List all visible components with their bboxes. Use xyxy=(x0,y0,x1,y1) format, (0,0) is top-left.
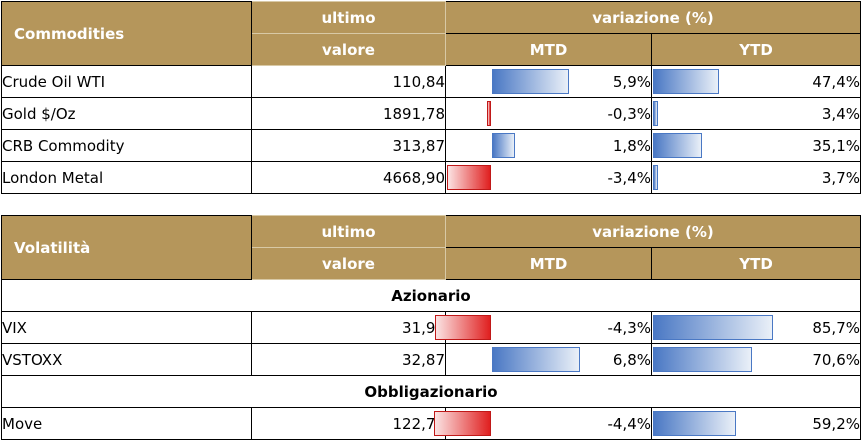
col-variazione: variazione (%) xyxy=(445,215,861,248)
mtd-bar xyxy=(446,165,491,190)
row-ytd: 59,2% xyxy=(651,407,861,440)
ytd-label: 70,6% xyxy=(812,350,860,369)
section-obbligazionario: Obbligazionario xyxy=(1,375,861,408)
row-name: Crude Oil WTI xyxy=(1,65,252,98)
table-row: Gold $/Oz 1891,78 -0,3% 3,4% xyxy=(1,97,861,130)
ytd-bar xyxy=(653,133,703,158)
mtd-bar xyxy=(492,347,581,372)
mtd-bar xyxy=(433,411,491,436)
col-variazione: variazione (%) xyxy=(445,1,861,34)
row-value: 1891,78 xyxy=(251,97,446,130)
ytd-label: 47,4% xyxy=(812,72,860,91)
ytd-bar xyxy=(653,69,720,94)
row-mtd: 6,8% xyxy=(445,343,652,376)
row-name: VSTOXX xyxy=(1,343,252,376)
row-mtd: -3,4% xyxy=(445,161,652,194)
row-name: VIX xyxy=(1,311,252,344)
row-name: Move xyxy=(1,407,252,440)
table-row: Crude Oil WTI 110,84 5,9% 47,4% xyxy=(1,65,861,98)
col-ytd: YTD xyxy=(651,33,861,66)
mtd-label: -3,4% xyxy=(607,168,651,187)
mtd-label: 6,8% xyxy=(612,350,651,369)
ytd-bar xyxy=(653,411,736,436)
col-mtd: MTD xyxy=(445,33,652,66)
row-name: Gold $/Oz xyxy=(1,97,252,130)
row-ytd: 70,6% xyxy=(651,343,861,376)
col-ultimo: ultimo xyxy=(251,215,446,248)
mtd-bar xyxy=(492,69,569,94)
row-ytd: 3,4% xyxy=(651,97,861,130)
row-ytd: 47,4% xyxy=(651,65,861,98)
mtd-bar xyxy=(487,101,491,126)
mtd-label: -0,3% xyxy=(607,104,651,123)
commodities-table: Commodities ultimo variazione (%) valore… xyxy=(1,1,861,194)
volatilita-title: Volatilità xyxy=(1,215,252,280)
ytd-label: 35,1% xyxy=(812,136,860,155)
row-mtd: -4,4% xyxy=(433,407,652,440)
ytd-label: 3,4% xyxy=(821,104,860,123)
table-row: CRB Commodity 313,87 1,8% 35,1% xyxy=(1,129,861,162)
row-mtd: 1,8% xyxy=(445,129,652,162)
commodities-title: Commodities xyxy=(1,1,252,66)
ytd-bar xyxy=(653,347,752,372)
section-row: Azionario xyxy=(1,279,861,312)
col-mtd: MTD xyxy=(445,247,652,280)
row-value: 32,87 xyxy=(251,343,446,376)
section-row: Obbligazionario xyxy=(1,375,861,408)
ytd-bar xyxy=(653,101,658,126)
ytd-label: 85,7% xyxy=(812,318,860,337)
row-mtd: -0,3% xyxy=(445,97,652,130)
row-ytd: 85,7% xyxy=(651,311,861,344)
table-row: London Metal 4668,90 -3,4% 3,7% xyxy=(1,161,861,194)
ytd-label: 3,7% xyxy=(821,168,860,187)
mtd-bar xyxy=(435,315,491,340)
row-value: 110,84 xyxy=(251,65,446,98)
table-row: Move 122,72 -4,4% 59,2% xyxy=(1,407,861,440)
section-azionario: Azionario xyxy=(1,279,861,312)
row-ytd: 35,1% xyxy=(651,129,861,162)
volatilita-table: Volatilità ultimo variazione (%) valore … xyxy=(1,215,861,440)
ytd-bar xyxy=(653,165,659,190)
col-ultimo: ultimo xyxy=(251,1,446,34)
mtd-bar xyxy=(492,133,516,158)
table-row: VSTOXX 32,87 6,8% 70,6% xyxy=(1,343,861,376)
row-mtd: 5,9% xyxy=(445,65,652,98)
row-value: 313,87 xyxy=(251,129,446,162)
row-name: London Metal xyxy=(1,161,252,194)
mtd-label: -4,3% xyxy=(607,318,651,337)
col-valore: valore xyxy=(251,247,446,280)
mtd-label: 1,8% xyxy=(612,136,651,155)
ytd-label: 59,2% xyxy=(812,414,860,433)
row-name: CRB Commodity xyxy=(1,129,252,162)
col-ytd: YTD xyxy=(651,247,861,280)
row-value: 31,98 xyxy=(251,311,446,344)
ytd-bar xyxy=(653,315,773,340)
row-ytd: 3,7% xyxy=(651,161,861,194)
row-value: 122,72 xyxy=(251,407,446,440)
table-row: VIX 31,98 -4,3% 85,7% xyxy=(1,311,861,344)
mtd-label: 5,9% xyxy=(612,72,651,91)
row-value: 4668,90 xyxy=(251,161,446,194)
col-valore: valore xyxy=(251,33,446,66)
mtd-label: -4,4% xyxy=(607,414,651,433)
row-mtd: -4,3% xyxy=(435,311,652,344)
